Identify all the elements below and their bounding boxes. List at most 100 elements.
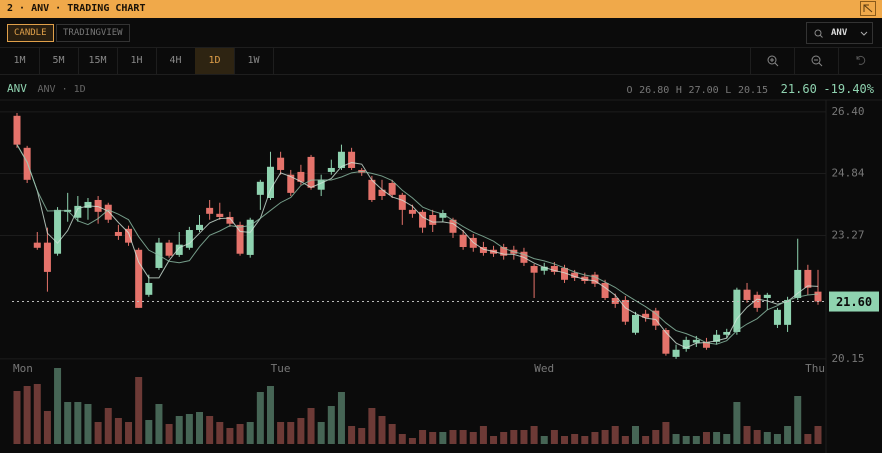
candle-body — [368, 179, 376, 200]
volume-bar — [733, 402, 741, 444]
candle-body — [408, 209, 416, 214]
volume-bar — [125, 422, 133, 444]
candle-body — [43, 242, 51, 272]
volume-bar — [266, 386, 274, 444]
zoom-in[interactable] — [750, 48, 795, 74]
symbol: ANV — [831, 28, 848, 38]
candle-body — [378, 189, 386, 197]
volume-bar — [337, 392, 345, 444]
current-price-box — [829, 291, 879, 312]
candle-body — [23, 147, 31, 180]
volume-bar — [763, 432, 771, 444]
x-tick-label: Thu — [805, 362, 825, 375]
symbol-search[interactable]: ANV — [806, 22, 873, 44]
volume-bar — [54, 368, 62, 444]
volume-bar — [358, 428, 366, 444]
timeframe-bar: 1M 5M 15M 1H 4H 1D 1W — [0, 47, 882, 75]
volume-bar — [490, 436, 498, 444]
timeframe[interactable]: 1H — [117, 48, 157, 74]
candle-body — [135, 249, 143, 308]
volume-bar — [672, 434, 680, 444]
candle-body — [743, 289, 751, 300]
volume-bar — [307, 408, 315, 444]
candle-body — [196, 224, 204, 231]
candle-body — [277, 157, 285, 170]
volume-bar — [642, 436, 650, 444]
volume-bar — [753, 430, 761, 444]
candle-body — [550, 265, 558, 272]
volume-bar — [804, 434, 812, 444]
candle-body — [571, 272, 579, 278]
candle-body — [631, 314, 639, 333]
candle-body — [398, 194, 406, 210]
candle-body — [337, 151, 345, 168]
volume-bar — [408, 438, 416, 444]
candle-body — [642, 313, 650, 318]
current-price-label: 21.60 — [836, 295, 872, 309]
window-button[interactable] — [860, 1, 876, 16]
candle-body — [348, 151, 356, 168]
candle-body — [581, 276, 589, 281]
volume-bar — [723, 434, 731, 444]
candle-body — [702, 341, 710, 348]
volume-bar — [510, 430, 518, 444]
symbol-info: ANV ANV · 1D — [7, 82, 86, 95]
candle-body — [246, 219, 254, 255]
timeframe[interactable]: 4H — [156, 48, 196, 74]
volume-bar — [682, 436, 690, 444]
candle-body — [692, 339, 700, 343]
volume-bar — [611, 426, 619, 444]
zoom-out[interactable] — [794, 48, 839, 74]
volume-bar — [277, 422, 285, 444]
timeframe[interactable]: 1D — [195, 48, 235, 74]
timeframe[interactable]: 5M — [39, 48, 79, 74]
volume-bar — [216, 422, 224, 444]
volume-bar — [84, 404, 92, 444]
candle-body — [74, 205, 82, 218]
timeframe[interactable]: 1M — [0, 48, 40, 74]
volume-bar — [104, 408, 112, 444]
volume-bar — [479, 426, 487, 444]
timeframe[interactable]: 1W — [234, 48, 274, 74]
volume-bar — [520, 430, 528, 444]
volume-bar — [561, 436, 569, 444]
low: 20.15 — [737, 85, 769, 96]
candle-body — [723, 331, 731, 335]
moving-average — [16, 144, 819, 349]
candle-body — [601, 282, 609, 298]
low-label: L — [725, 85, 732, 96]
volume-bar — [500, 432, 508, 444]
subtitle: ANV · 1D — [37, 84, 86, 95]
volume-bar — [13, 391, 21, 444]
tab[interactable]: TRADINGVIEW — [56, 24, 130, 42]
volume-bar — [550, 430, 558, 444]
volume-bar — [794, 396, 802, 444]
volume-bar — [459, 430, 467, 444]
volume-bar — [43, 411, 51, 444]
candle-body — [216, 213, 224, 217]
volume-bar — [652, 430, 660, 444]
volume-bar — [571, 434, 579, 444]
candle-body — [114, 231, 122, 236]
candle-body — [54, 209, 62, 254]
reset[interactable] — [838, 48, 882, 74]
candle-body — [185, 230, 193, 248]
candle-body — [236, 224, 244, 254]
volume-bar — [368, 408, 376, 444]
volume-bar — [64, 402, 72, 444]
volume-bar — [256, 392, 264, 444]
candle-body — [794, 269, 802, 298]
volume-bar — [155, 404, 163, 444]
candle-body — [439, 213, 447, 218]
volume-bar — [469, 432, 477, 444]
candle-body — [266, 166, 274, 199]
open-label: O — [626, 85, 633, 96]
tab[interactable]: CANDLE — [7, 24, 54, 42]
candle-body — [662, 329, 670, 354]
timeframe[interactable]: 15M — [78, 48, 118, 74]
symbol: ANV — [7, 82, 27, 95]
high-label: H — [675, 85, 682, 96]
ohlc-info: O 26.80 H 27.00 L 20.15 21.60 -19.40% — [627, 82, 875, 96]
volume-bar — [297, 418, 305, 444]
candle-body — [459, 234, 467, 248]
